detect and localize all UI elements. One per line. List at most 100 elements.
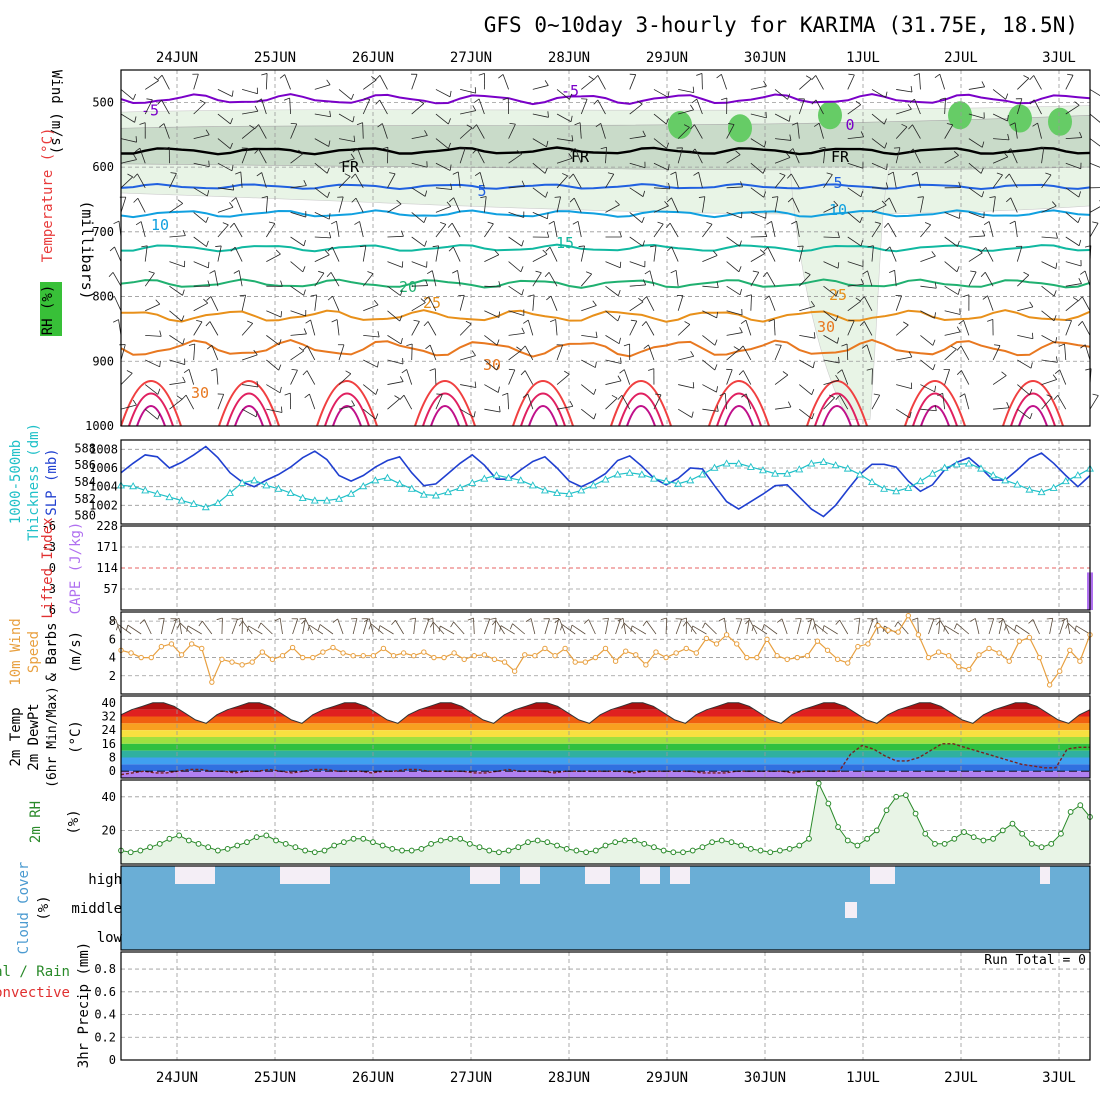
- wind-barb-flag: [860, 240, 864, 247]
- wind-barb: [266, 223, 276, 238]
- wind-barb-flag: [909, 98, 915, 104]
- wind-barb-flag: [621, 622, 625, 629]
- slp-tick-label: 1006: [89, 461, 118, 475]
- wind-barb-flag: [205, 129, 210, 136]
- wind-barb: [290, 153, 304, 164]
- wind-barb: [432, 621, 445, 635]
- wind-barb-flag: [1032, 122, 1038, 127]
- wind-barb-flag: [908, 351, 913, 358]
- date-label-top: 28JUN: [548, 50, 590, 66]
- wind-barb-flag: [761, 624, 765, 631]
- wind-barb: [338, 176, 351, 189]
- wind-barb: [338, 344, 345, 361]
- wind-barb-flag: [508, 368, 515, 371]
- rh2m-marker: [854, 842, 861, 849]
- wind-barb: [939, 74, 946, 90]
- wind-barb: [895, 324, 909, 336]
- wind-barb-flag: [491, 620, 497, 626]
- wind-barb-flag: [327, 295, 333, 301]
- wind-barb-flag: [261, 73, 268, 76]
- wind-barb-flag: [560, 624, 563, 631]
- wind-barb: [185, 394, 195, 410]
- wind-barb: [944, 310, 961, 315]
- wind-barb-flag: [255, 410, 258, 417]
- wind-barb: [1089, 89, 1100, 97]
- wind-barb-flag: [886, 163, 888, 170]
- wind-barb: [319, 624, 334, 635]
- surface-heat-contour: [120, 380, 182, 427]
- wind-barb-flag: [664, 201, 669, 207]
- rh2m-marker: [273, 837, 279, 844]
- wind-barb: [605, 359, 622, 364]
- wind-barb: [671, 197, 679, 213]
- wind-barb-flag: [1052, 374, 1058, 380]
- temp-contour-10: [120, 209, 1091, 219]
- wind-barb-flag: [862, 270, 868, 275]
- thickness-marker: [553, 488, 562, 496]
- wind-barb-flag: [739, 240, 742, 247]
- wind-barb-flag: [1001, 371, 1007, 376]
- wind-barb-flag: [235, 171, 241, 175]
- wind-barb: [120, 404, 137, 410]
- wind-barb-flag: [199, 99, 206, 104]
- wind-barb-flag: [570, 115, 573, 122]
- wind-barb: [193, 187, 208, 197]
- wind-barb: [370, 623, 384, 635]
- rh2m-marker: [631, 837, 638, 844]
- rh2m-marker: [980, 837, 987, 844]
- wind-barb-flag: [593, 388, 597, 395]
- wind-barb-flag: [683, 124, 690, 128]
- wind-barb: [963, 320, 970, 336]
- precip-ylabel: 3hr Precip (mm): [76, 942, 92, 1068]
- wind10-frame: [120, 611, 1091, 695]
- wind-barb-flag: [1055, 262, 1058, 269]
- surface-heat-contour: [1018, 405, 1048, 427]
- wind-barb: [823, 625, 838, 635]
- wind-barb-flag: [819, 146, 826, 149]
- wind-barb: [753, 624, 768, 635]
- date-label-top: 30JUN: [744, 50, 786, 66]
- wind-barb: [112, 272, 122, 287]
- wind-barb: [266, 335, 280, 346]
- thickness-marker: [625, 468, 634, 476]
- wind-barb-flag: [1092, 221, 1099, 224]
- wind-barb: [559, 618, 566, 635]
- date-label-top: 2JUL: [944, 50, 978, 66]
- wind-barb-flag: [544, 272, 550, 278]
- wind-barb-flag: [693, 171, 699, 176]
- wind-barb: [193, 321, 203, 336]
- rh2m-marker: [951, 835, 958, 842]
- cloud-gap-middle: [845, 902, 857, 918]
- wind-barb: [411, 74, 418, 90]
- wind-barb-flag: [642, 240, 645, 247]
- wind-barb-flag: [521, 327, 525, 334]
- wind-barb-flag: [1078, 191, 1081, 198]
- wind-barb-flag: [690, 104, 694, 111]
- thickness-marker: [649, 474, 658, 482]
- wind-barb-flag: [364, 618, 370, 623]
- wind-barb: [163, 123, 170, 139]
- wind10-marker: [380, 645, 387, 652]
- wind-barb: [289, 98, 291, 115]
- wind-barb: [1065, 212, 1079, 223]
- wind-barb: [435, 89, 451, 98]
- wind-barb-flag: [956, 370, 962, 375]
- wind-barb-flag: [943, 625, 946, 632]
- wind-barb: [572, 173, 582, 189]
- wind-barb: [216, 368, 219, 385]
- contour-label: FR: [341, 158, 360, 176]
- wind-barb-flag: [620, 357, 622, 364]
- rh2m-marker: [670, 849, 677, 856]
- wind10-ylabel-2: Speed: [26, 631, 42, 673]
- wind-barb: [354, 173, 364, 189]
- pressure-frame: [120, 439, 1091, 525]
- wind-barb-flag: [572, 220, 579, 225]
- instability-ylabels: Lifted Index CAPE (J/kg): [40, 517, 84, 618]
- wind-barb: [767, 247, 776, 262]
- wind-barb: [823, 174, 833, 189]
- wind-barb: [944, 98, 946, 115]
- date-label-bottom: 24JUN: [156, 1070, 198, 1086]
- rh2m-marker: [360, 835, 367, 842]
- wind-barb: [1065, 187, 1080, 198]
